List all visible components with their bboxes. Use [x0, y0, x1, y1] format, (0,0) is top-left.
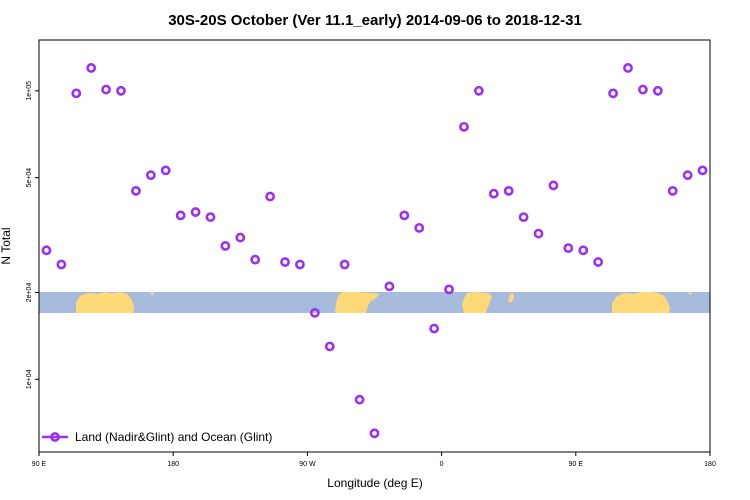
land-australia-left: [76, 292, 134, 313]
x-axis: 90 E 180 90 W 0 90 E 180: [32, 452, 716, 468]
data-point: [71, 88, 82, 99]
surface-band: [39, 292, 710, 313]
data-point: [459, 121, 469, 132]
data-point: [652, 85, 663, 96]
data-point: [503, 185, 514, 196]
data-point: [399, 210, 410, 221]
y-axis-label: N Total: [0, 227, 13, 264]
data-point: [667, 185, 678, 196]
data-point: [414, 222, 425, 233]
data-point: [235, 232, 246, 243]
data-point: [638, 84, 648, 95]
x-tick-label: 180: [167, 461, 179, 468]
data-point: [354, 394, 365, 405]
data-point: [145, 170, 156, 181]
chart-title: 30S-20S October (Ver 11.1_early) 2014-09…: [168, 12, 582, 29]
data-point: [309, 307, 320, 318]
data-point: [41, 245, 52, 256]
x-tick-label: 0: [440, 461, 444, 468]
land-islet-1: [150, 292, 154, 295]
land-africa: [462, 292, 492, 313]
legend: Land (Nadir&Glint) and Ocean (Glint): [42, 430, 272, 444]
data-point: [697, 165, 708, 176]
data-point: [548, 180, 559, 191]
data-point: [682, 170, 693, 181]
x-tick-label: 90 E: [569, 461, 584, 468]
data-point: [473, 85, 484, 96]
data-point: [131, 185, 141, 196]
data-point: [608, 88, 618, 99]
land-islet-2: [688, 292, 692, 295]
data-point: [533, 228, 544, 239]
data-points: [41, 63, 708, 439]
data-point: [190, 207, 201, 217]
x-tick-label: 180: [704, 461, 716, 468]
land-madagascar: [508, 293, 514, 302]
x-tick-label: 90 W: [299, 461, 316, 468]
y-tick-label: 1e+04: [26, 369, 33, 389]
data-point: [220, 241, 231, 251]
data-point: [384, 281, 395, 292]
data-point: [444, 284, 454, 295]
land-masses: [76, 292, 692, 313]
ocean-band: [39, 292, 710, 313]
data-point: [578, 245, 589, 256]
data-point: [429, 323, 440, 334]
data-point: [369, 428, 380, 439]
data-point: [593, 257, 604, 267]
y-axis: 1e+04 2e+04 5e+04 1e+05: [26, 81, 39, 389]
y-tick-label: 5e+04: [26, 168, 33, 188]
x-axis-label: Longitude (deg E): [327, 476, 422, 490]
data-point: [623, 63, 633, 73]
data-point: [324, 341, 335, 352]
data-point: [518, 212, 529, 223]
land-south-america: [335, 292, 380, 313]
data-point: [265, 191, 276, 202]
data-point: [250, 254, 261, 265]
legend-marker: [50, 432, 60, 442]
legend-series-label: Land (Nadir&Glint) and Ocean (Glint): [75, 430, 272, 444]
data-point: [86, 63, 97, 73]
x-tick-label: 90 E: [32, 461, 47, 468]
plot-frame: [38, 39, 711, 453]
data-point: [116, 85, 126, 96]
y-tick-label: 1e+05: [26, 81, 33, 101]
data-point: [339, 259, 350, 270]
data-point: [488, 188, 499, 199]
data-point: [160, 165, 171, 176]
land-australia-right: [612, 292, 670, 313]
data-point: [205, 212, 216, 223]
data-point: [175, 210, 186, 221]
data-point: [280, 257, 290, 267]
data-point: [295, 259, 305, 270]
y-tick-label: 2e+04: [26, 283, 33, 303]
data-point: [563, 243, 574, 254]
data-point: [56, 259, 67, 270]
data-point: [101, 84, 111, 95]
